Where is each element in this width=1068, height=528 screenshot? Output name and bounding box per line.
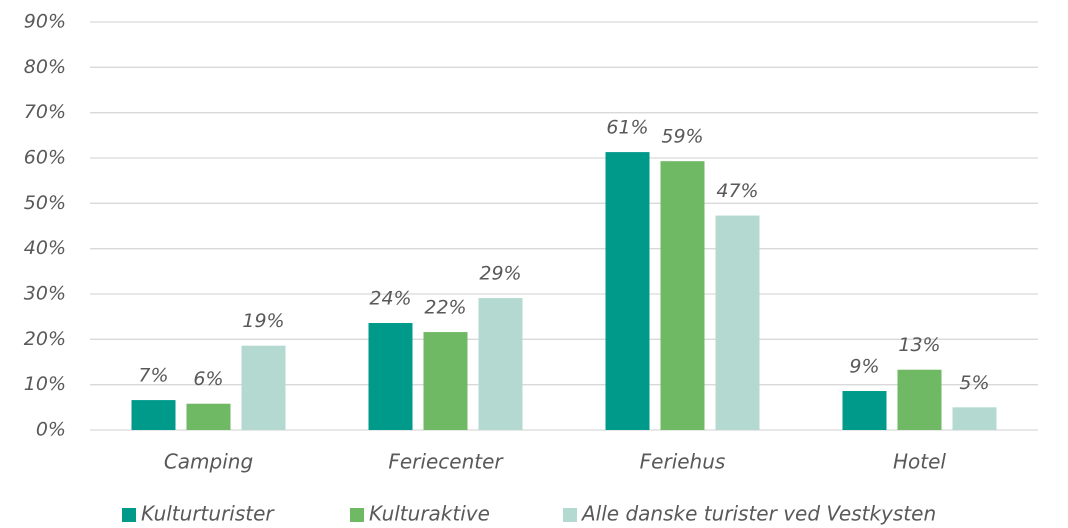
y-tick-label: 80% xyxy=(24,56,66,78)
value-label: 22% xyxy=(424,297,466,319)
value-label: 59% xyxy=(661,126,703,148)
bar xyxy=(478,298,523,430)
y-tick-label: 90% xyxy=(24,11,66,33)
legend-label: Kulturaktive xyxy=(369,502,490,526)
value-label: 7% xyxy=(138,365,168,387)
bar xyxy=(423,332,468,430)
y-tick-label: 30% xyxy=(24,283,66,305)
bar xyxy=(897,369,942,430)
bar xyxy=(605,152,650,430)
x-tick-label: Camping xyxy=(164,450,253,474)
x-tick-label: Feriehus xyxy=(640,450,726,474)
value-label: 9% xyxy=(849,356,879,378)
bar xyxy=(241,345,286,430)
y-tick-label: 10% xyxy=(24,373,66,395)
y-tick-label: 40% xyxy=(24,237,66,259)
y-tick-label: 60% xyxy=(24,147,66,169)
value-label: 47% xyxy=(716,180,758,202)
value-label: 24% xyxy=(369,288,411,310)
bar xyxy=(131,400,176,430)
y-tick-label: 20% xyxy=(24,328,66,350)
value-label: 61% xyxy=(606,117,648,139)
bar xyxy=(842,391,887,430)
y-tick-label: 70% xyxy=(24,101,66,123)
bar xyxy=(715,215,760,430)
legend-swatch xyxy=(563,508,577,522)
y-tick-label: 50% xyxy=(24,192,66,214)
y-tick-label: 0% xyxy=(36,419,66,441)
bar xyxy=(186,403,231,430)
legend-swatch xyxy=(350,508,364,522)
value-label: 29% xyxy=(479,263,521,285)
value-label: 6% xyxy=(193,368,223,390)
value-label: 5% xyxy=(959,372,989,394)
legend-label: Kulturturister xyxy=(141,502,275,526)
legend-swatch xyxy=(122,508,136,522)
bar xyxy=(660,161,705,430)
bar xyxy=(952,407,997,430)
value-label: 13% xyxy=(898,334,940,356)
legend-label: Alle danske turister ved Vestkysten xyxy=(580,502,936,526)
bar xyxy=(368,323,413,430)
value-label: 19% xyxy=(242,310,284,332)
x-tick-label: Hotel xyxy=(893,450,946,474)
x-tick-label: Feriecenter xyxy=(388,450,504,474)
